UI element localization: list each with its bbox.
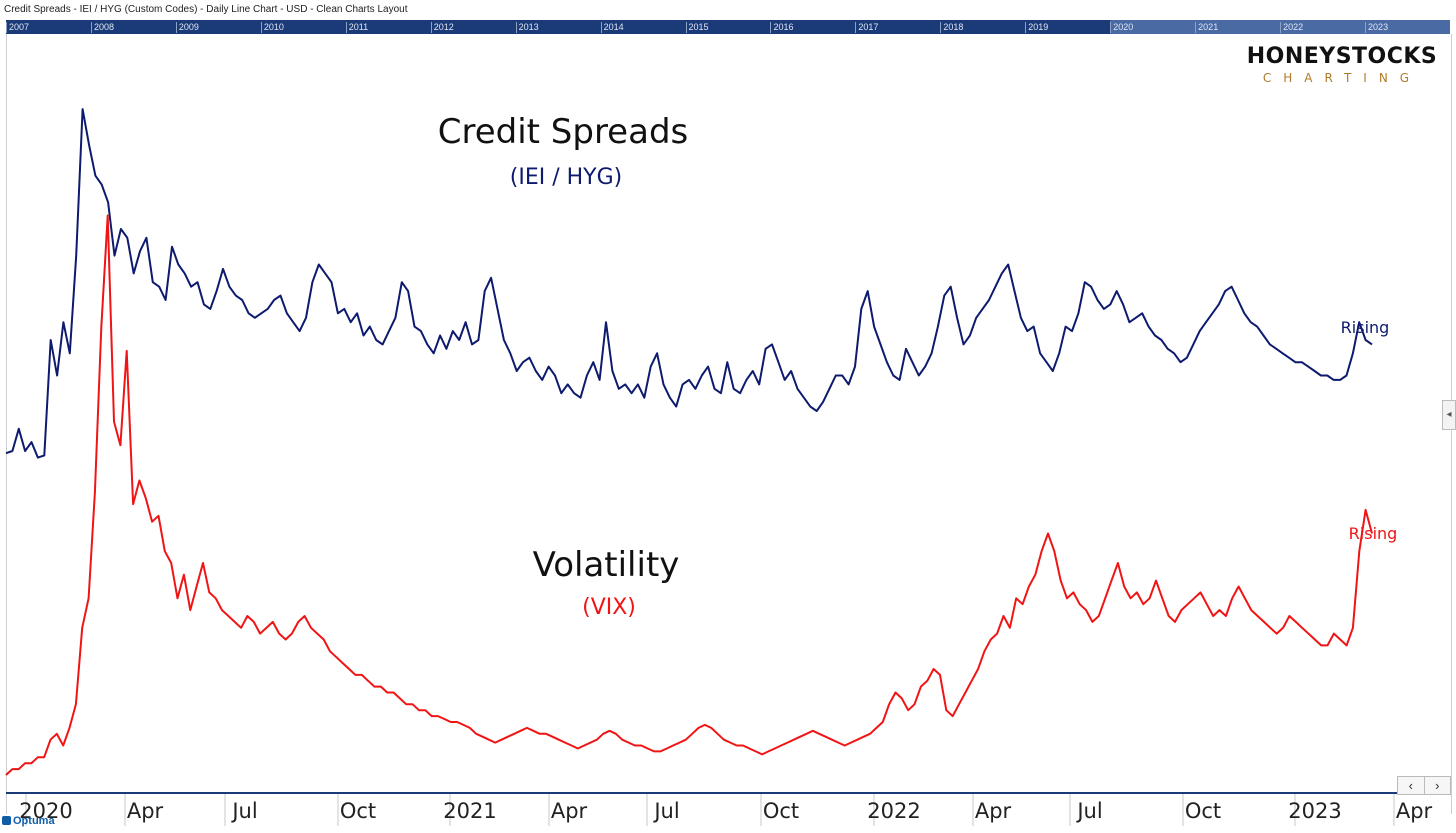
x-tick-label: Jul	[1075, 799, 1102, 823]
navigator-year-2021[interactable]: 2021	[1195, 22, 1218, 33]
collapse-panel-arrow-icon[interactable]: ◂	[1442, 400, 1456, 430]
credit-line	[5, 108, 1373, 459]
x-tick-label: Jul	[230, 799, 257, 823]
x-tick-label: Apr	[975, 799, 1012, 823]
navigator-year-2016[interactable]: 2016	[770, 22, 794, 33]
scroll-left-icon[interactable]: ‹	[1408, 778, 1413, 793]
credit-spreads-title: Credit Spreads	[438, 112, 689, 152]
credit-spreads-series	[5, 108, 1373, 459]
x-tick-label: Apr	[1396, 799, 1433, 823]
navigator-year-2010[interactable]: 2010	[260, 22, 284, 33]
navigator-year-2007[interactable]: 2007	[6, 22, 29, 33]
x-tick-label: Oct	[763, 799, 799, 823]
navigator-year-2013[interactable]: 2013	[515, 22, 539, 33]
volatility-subtitle: (VIX)	[582, 595, 636, 620]
optuma-label: Optuma	[13, 815, 55, 827]
x-tick-label: 2023	[1288, 799, 1341, 823]
x-axis-ticks: 2020 Apr Jul Oct 2021 Apr Jul Oct 2022 Apr Jul Oct 2…	[19, 794, 1433, 826]
navigator-year-2009[interactable]: 2009	[175, 22, 199, 33]
navigator-year-2011[interactable]: 2011	[345, 22, 368, 33]
navigator-year-2019[interactable]: 2019	[1025, 22, 1048, 33]
navigator-year-2022[interactable]: 2022	[1280, 22, 1303, 33]
x-tick-label: Apr	[127, 799, 164, 823]
optuma-logo-icon	[2, 816, 11, 825]
x-tick-label: 2022	[867, 799, 920, 823]
navigator-year-2023[interactable]: 2023	[1365, 22, 1388, 33]
vix-series	[5, 214, 1373, 776]
x-tick-label: 2020	[19, 799, 72, 823]
x-tick-label: Oct	[340, 799, 376, 823]
navigator-year-2015[interactable]: 2015	[685, 22, 709, 33]
credit-spreads-subtitle: (IEI / HYG)	[510, 165, 622, 190]
chart-title-bar: Credit Spreads - IEI / HYG (Custom Codes…	[0, 0, 1456, 20]
logo-tagline: CHARTING	[1262, 71, 1422, 85]
window-title: Credit Spreads - IEI / HYG (Custom Codes…	[4, 4, 408, 15]
scroll-right-icon[interactable]: ›	[1423, 777, 1451, 794]
vix-rising-label: Rising	[1349, 524, 1398, 543]
x-tick-label: 2021	[443, 799, 496, 823]
navigator-year-2014[interactable]: 2014	[600, 22, 624, 33]
honeystocks-logo: HONEYSTOCKS CHARTING	[1242, 44, 1442, 94]
navigator-year-2008[interactable]: 2008	[90, 22, 114, 33]
timeline-navigator[interactable]: 2007 2008 2009 2010 2011 2012 2013 2014 2015 2016…	[6, 20, 1450, 34]
x-tick-label: Jul	[652, 799, 679, 823]
navigator-year-2020[interactable]: 2020	[1110, 22, 1133, 33]
vix-line	[5, 214, 1373, 776]
navigator-year-2012[interactable]: 2012	[430, 22, 454, 33]
optuma-brand: Optuma	[2, 815, 55, 827]
volatility-title: Volatility	[533, 545, 680, 585]
navigator-year-2018[interactable]: 2018	[940, 22, 963, 33]
navigator-year-2017[interactable]: 2017	[855, 22, 878, 33]
credit-rising-label: Rising	[1341, 318, 1390, 337]
x-tick-label: Apr	[551, 799, 588, 823]
logo-wordmark: HONEYSTOCKS	[1246, 44, 1438, 69]
scroll-buttons: ‹ ›	[1397, 776, 1451, 795]
x-tick-label: Oct	[1185, 799, 1221, 823]
